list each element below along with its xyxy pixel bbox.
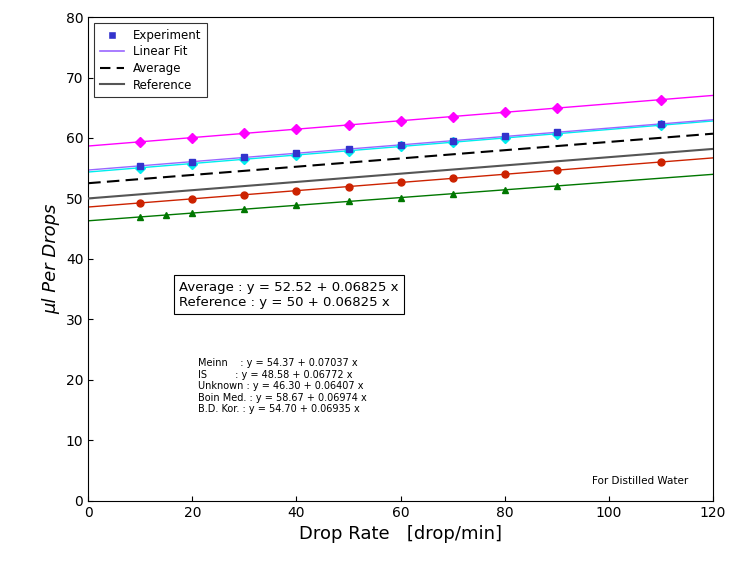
Legend: Experiment, Linear Fit, Average, Reference: Experiment, Linear Fit, Average, Referen… [94, 23, 207, 97]
Text: Average : y = 52.52 + 0.06825 x
Reference : y = 50 + 0.06825 x: Average : y = 52.52 + 0.06825 x Referenc… [179, 281, 398, 308]
X-axis label: Drop Rate   [drop/min]: Drop Rate [drop/min] [299, 525, 502, 543]
Y-axis label: μl Per Drops: μl Per Drops [42, 204, 60, 314]
Text: For Distilled Water: For Distilled Water [592, 476, 688, 486]
Text: Meinn    : y = 54.37 + 0.07037 x
IS         : y = 48.58 + 0.06772 x
Unknown : y : Meinn : y = 54.37 + 0.07037 x IS : y = 4… [198, 358, 366, 414]
